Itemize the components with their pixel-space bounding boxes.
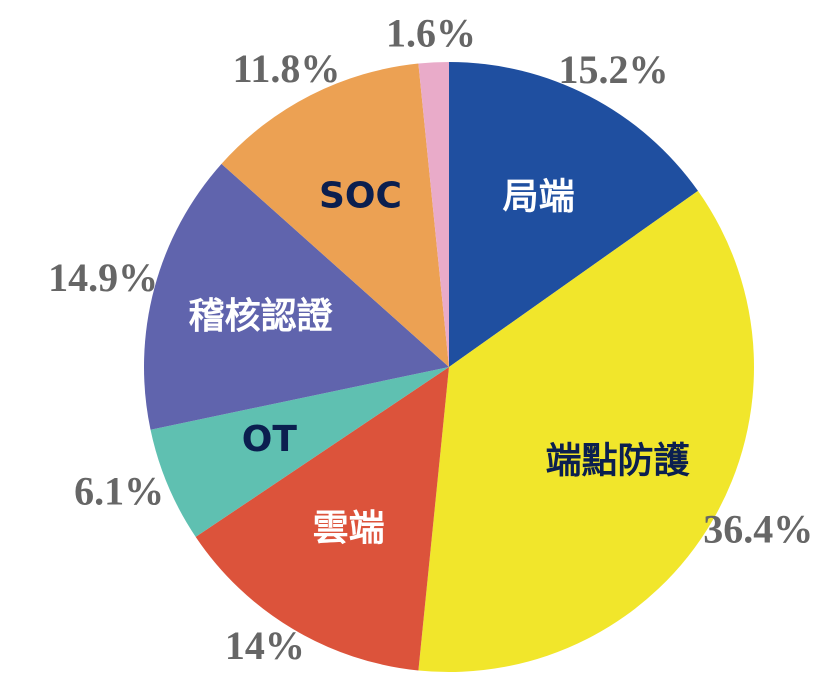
value-label: 1.6% (386, 11, 476, 56)
pie-slice (449, 62, 698, 367)
pie-slice (150, 367, 449, 537)
slice-label: 稽核認證 (189, 295, 334, 337)
value-label: 11.8% (233, 46, 341, 91)
value-label: 14% (225, 623, 305, 668)
slice-label: 局端 (503, 176, 575, 217)
pie-slice (418, 190, 755, 672)
pie-slice (221, 63, 449, 367)
value-label: 15.2% (559, 47, 669, 92)
slice-label: SOC (319, 176, 402, 217)
pie-slice (195, 367, 449, 671)
pie-slice (418, 62, 449, 367)
value-label: 6.1% (74, 468, 164, 513)
pie-slice (143, 163, 449, 430)
slice-label: OT (242, 419, 298, 460)
value-label: 14.9% (48, 255, 158, 300)
slice-label: 端點防護 (545, 441, 690, 482)
value-label: 36.4% (703, 506, 813, 551)
slice-label: 雲端 (313, 508, 385, 549)
